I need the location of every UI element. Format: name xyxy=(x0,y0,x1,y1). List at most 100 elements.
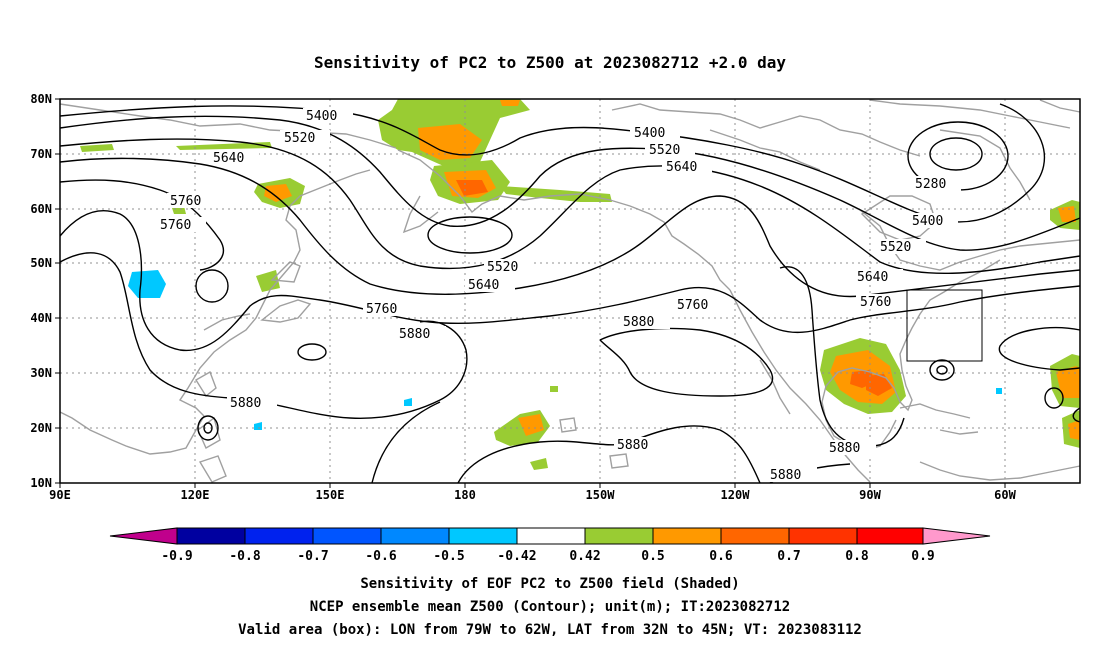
contour-5880-west xyxy=(59,252,468,419)
colorbar-label-9: 0.6 xyxy=(709,549,733,564)
contour-label-5760-b: 5760 xyxy=(160,218,191,233)
contour-label-5880-c: 5880 xyxy=(230,396,261,411)
colorbar-bin-1 xyxy=(176,527,246,545)
colorbar-label-11: 0.8 xyxy=(845,549,869,564)
contour-5880-drop xyxy=(371,401,441,484)
contour-low-inner xyxy=(929,137,983,171)
contour-label-5400-a: 5400 xyxy=(306,109,337,124)
shade-darkorange-gulf-2 xyxy=(866,374,892,396)
lon-label-150w: 150W xyxy=(586,488,616,502)
colorbar-labels: -0.9 -0.8 -0.7 -0.6 -0.5 -0.42 0.42 0.5 … xyxy=(161,549,934,564)
contour-loop-china xyxy=(195,269,229,303)
contour-label-5880-a: 5880 xyxy=(399,327,430,342)
contour-label-5880-b: 5880 xyxy=(623,315,654,330)
shade-green-arctic-mid xyxy=(176,142,272,150)
contour-label-5520-b: 5520 xyxy=(649,143,680,158)
colorbar-label-6: -0.42 xyxy=(497,549,536,564)
contour-loop-phil xyxy=(197,415,219,441)
colorbar-bin-8 xyxy=(652,527,722,545)
contour-loop-phil-inner xyxy=(203,422,213,434)
colorbar-bin-7 xyxy=(584,527,654,545)
contour-label-5760-d: 5760 xyxy=(677,298,708,313)
contour-5760 xyxy=(59,157,1081,298)
colorbar-high-triangle xyxy=(922,527,991,545)
lon-label-90w: 90W xyxy=(859,488,881,502)
map-frame xyxy=(59,98,1081,484)
shade-green-arctic-west xyxy=(80,144,114,152)
contour-atl-inner xyxy=(936,365,948,375)
contour-label-5880-e: 5880 xyxy=(829,441,860,456)
shade-blue-china xyxy=(128,270,166,298)
lon-label-180: 180 xyxy=(454,488,476,502)
lat-label-40n: 40N xyxy=(30,311,52,325)
shade-blue-dot-3 xyxy=(996,388,1002,394)
contour-atl-loop xyxy=(929,359,955,381)
lat-labels: 80N 70N 60N 50N 40N 30N 20N 10N xyxy=(30,92,52,490)
colorbar-low-triangle xyxy=(109,527,178,545)
colorbar xyxy=(109,527,991,545)
axis-ticks xyxy=(55,98,1006,488)
colorbar-bin-11 xyxy=(856,527,924,545)
shade-darkorange-alaska xyxy=(456,180,488,196)
contour-label-5640-c: 5640 xyxy=(468,278,499,293)
contour-label-5520-a: 5520 xyxy=(284,131,315,146)
shade-orange-atlantic-south xyxy=(1068,420,1080,440)
shade-orange-atlantic xyxy=(1056,366,1080,398)
z500-contours xyxy=(59,103,1081,484)
contour-labels: 5400 5400 5400 5520 5520 5520 5520 5640 … xyxy=(156,108,961,483)
contour-atl-loop-2 xyxy=(1044,387,1064,409)
shade-orange-siberia xyxy=(264,184,292,202)
lon-label-90e: 90E xyxy=(49,488,71,502)
lat-label-60n: 60N xyxy=(30,202,52,216)
contour-label-5880-d: 5880 xyxy=(617,438,648,453)
shade-orange-atlantic-north xyxy=(1058,206,1076,222)
colorbar-bin-2 xyxy=(244,527,314,545)
colorbar-label-1: -0.9 xyxy=(161,549,192,564)
contour-low-bering xyxy=(427,216,513,254)
shade-green-tropical-2 xyxy=(530,458,548,470)
contour-label-5280: 5280 xyxy=(915,177,946,192)
contour-label-5400-c: 5400 xyxy=(912,214,943,229)
contour-5880-gulf xyxy=(779,266,905,447)
shade-blue-dot-1 xyxy=(404,398,412,406)
caption-line-1: Sensitivity of EOF PC2 to Z500 field (Sh… xyxy=(360,576,739,592)
colorbar-label-8: 0.5 xyxy=(641,549,664,564)
colorbar-bin-9 xyxy=(720,527,790,545)
colorbar-bin-6 xyxy=(516,527,586,545)
shade-green-dot xyxy=(550,386,558,392)
colorbar-label-5: -0.5 xyxy=(433,549,464,564)
lat-label-10n: 10N xyxy=(30,476,52,490)
contour-loop-pacific xyxy=(297,343,327,361)
lat-label-20n: 20N xyxy=(30,421,52,435)
lon-labels: 90E 120E 150E 180 150W 120W 90W 60W xyxy=(49,488,1016,502)
lon-label-120w: 120W xyxy=(721,488,751,502)
coastlines xyxy=(59,99,1081,483)
contour-label-5520-d: 5520 xyxy=(880,240,911,255)
lat-label-30n: 30N xyxy=(30,366,52,380)
colorbar-bin-4 xyxy=(380,527,450,545)
contour-label-5640-d: 5640 xyxy=(857,270,888,285)
caption-line-2: NCEP ensemble mean Z500 (Contour); unit(… xyxy=(310,599,790,615)
contour-label-5520-c: 5520 xyxy=(487,260,518,275)
contour-label-5400-b: 5400 xyxy=(634,126,665,141)
shaded-sensitivity xyxy=(80,99,1080,470)
shade-green-japan xyxy=(256,270,280,292)
colorbar-label-7: 0.42 xyxy=(569,549,600,564)
lon-label-150e: 150E xyxy=(316,488,345,502)
caption: Sensitivity of EOF PC2 to Z500 field (Sh… xyxy=(238,576,862,638)
lat-label-50n: 50N xyxy=(30,256,52,270)
contour-atl-edge xyxy=(1072,407,1081,423)
contour-5880-loop xyxy=(599,327,774,397)
contour-label-5760-c: 5760 xyxy=(366,302,397,317)
contour-label-5640-b: 5640 xyxy=(666,160,697,175)
colorbar-label-2: -0.8 xyxy=(229,549,260,564)
colorbar-bin-3 xyxy=(312,527,382,545)
shade-orange-top xyxy=(500,100,520,106)
lat-label-80n: 80N xyxy=(30,92,52,106)
shade-orange-tropical xyxy=(518,414,544,436)
colorbar-label-10: 0.7 xyxy=(777,549,800,564)
valid-area-box xyxy=(906,289,983,362)
colorbar-bin-10 xyxy=(788,527,858,545)
contour-label-5760-a: 5760 xyxy=(170,194,201,209)
